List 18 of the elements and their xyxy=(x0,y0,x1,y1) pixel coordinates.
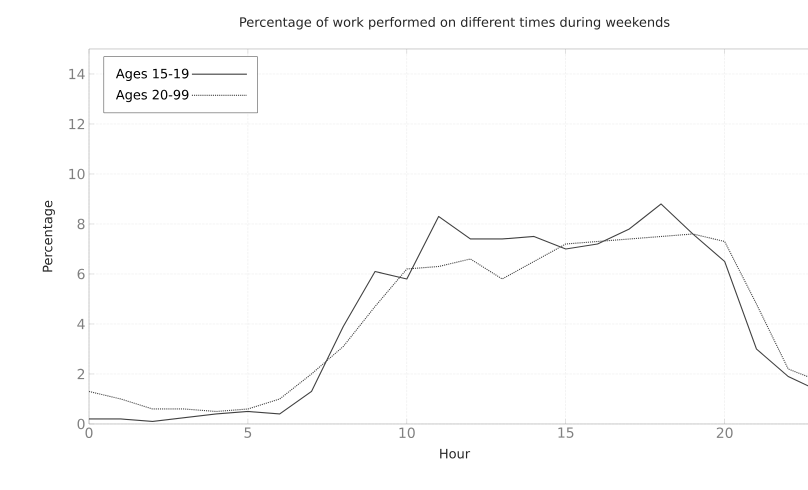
x-tick-label: 0 xyxy=(85,428,93,438)
legend-label: Ages 15-19 xyxy=(116,68,188,81)
x-tick-label: 10 xyxy=(399,428,415,438)
legend-label: Ages 20-99 xyxy=(116,90,188,102)
x-tick-label: 20 xyxy=(716,428,733,438)
y-tick-label: 2 xyxy=(78,368,84,380)
y-tick-label: 0 xyxy=(78,418,85,430)
y-axis-title: Percentage xyxy=(42,200,55,272)
x-tick-label: 5 xyxy=(244,428,252,438)
y-tick-label: 4 xyxy=(77,318,85,330)
y-tick-label: 8 xyxy=(78,218,85,230)
chart-title: Percentage of work performed on different times during weekends xyxy=(240,16,670,30)
x-tick-label: 15 xyxy=(558,428,574,438)
y-tick-label: 10 xyxy=(69,168,85,180)
y-tick-label: 6 xyxy=(78,268,85,280)
y-tick-label: 14 xyxy=(69,68,85,80)
x-axis-title: Hour xyxy=(440,448,470,459)
y-tick-label: 12 xyxy=(69,118,84,130)
